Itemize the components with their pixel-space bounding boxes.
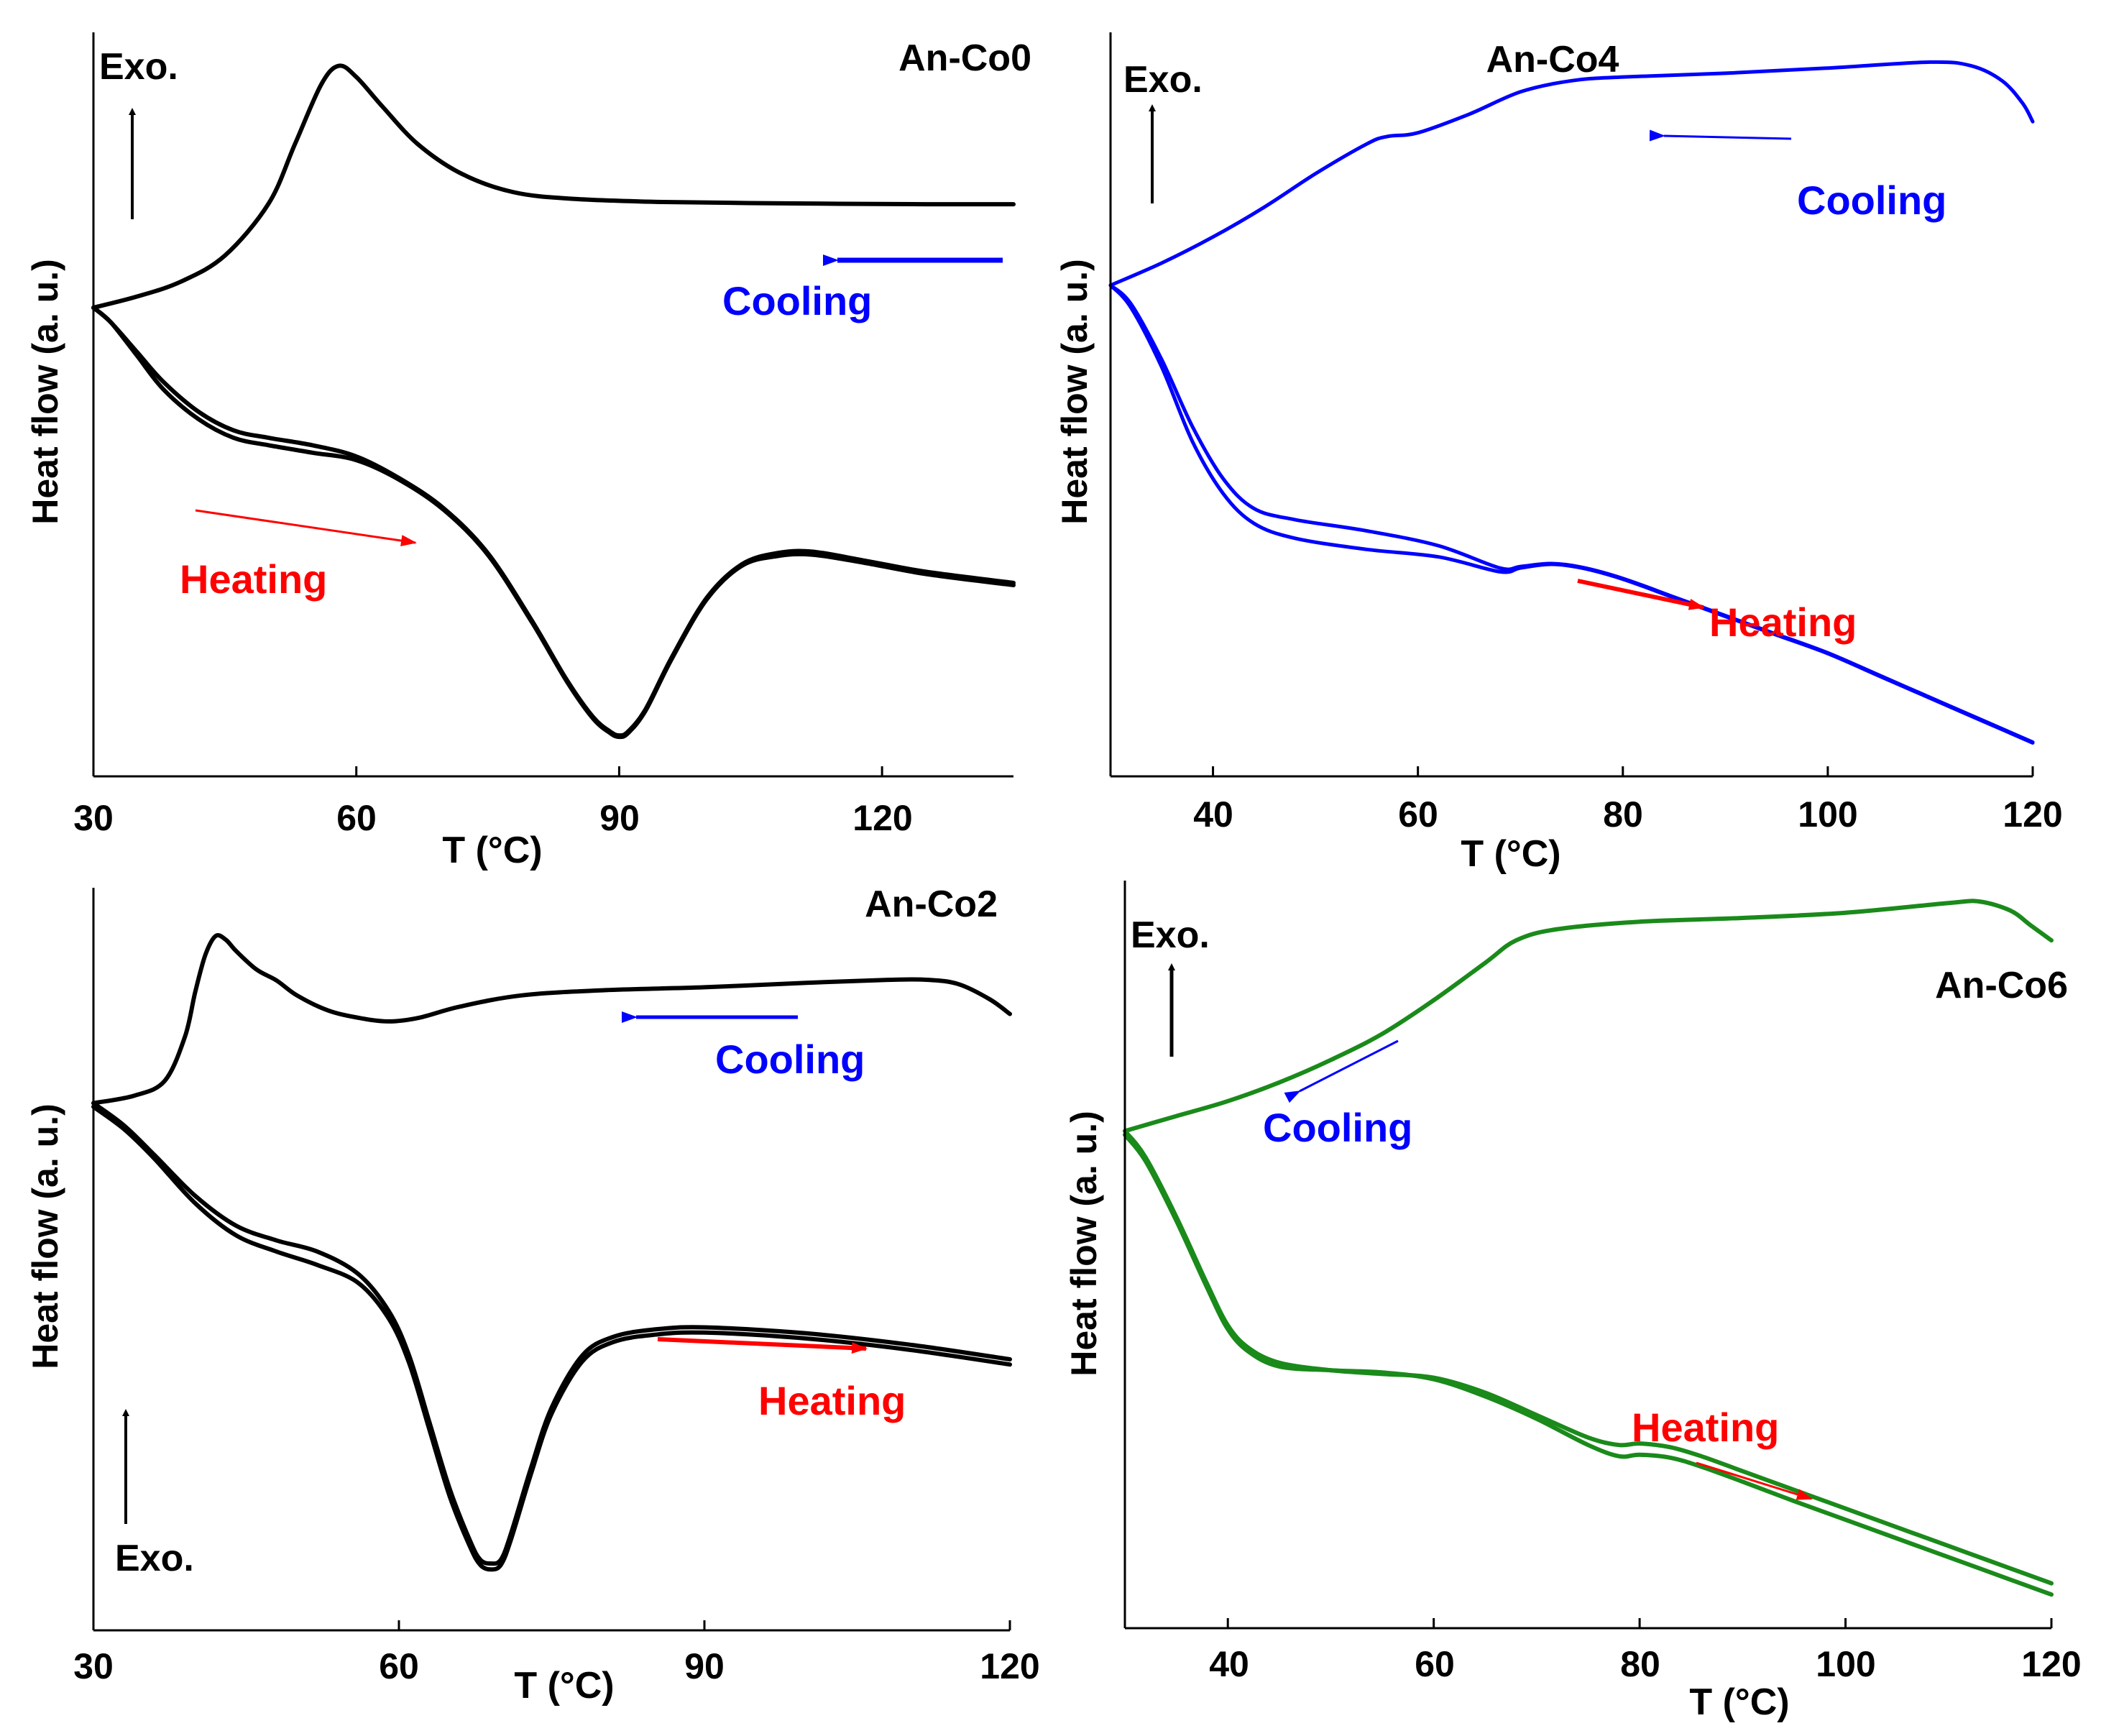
heating-arrow (195, 509, 417, 547)
x-axis-label: T (°C) (514, 1665, 614, 1707)
heating-curve-1 (91, 1101, 1012, 1566)
x-tick-label: 80 (1620, 1644, 1660, 1684)
heating-label: Heating (1632, 1405, 1779, 1450)
heating-label: Heating (180, 556, 327, 602)
cooling-label: Cooling (1263, 1105, 1412, 1150)
heating-curve-1 (1123, 1129, 2054, 1586)
x-tick-label: 120 (2003, 794, 2062, 835)
cooling-label: Cooling (722, 278, 872, 323)
heating-curve-2 (1108, 283, 2035, 744)
exo-label: Exo. (1131, 914, 1210, 956)
heating-label: Heating (1709, 600, 1857, 645)
x-tick-label: 60 (379, 1646, 419, 1686)
x-tick-label: 40 (1209, 1644, 1249, 1684)
x-tick-label: 30 (73, 1646, 114, 1686)
heating-curve-2 (91, 306, 1016, 740)
exo-label: Exo. (115, 1538, 194, 1579)
x-tick-label: 60 (1415, 1644, 1455, 1684)
x-tick-label: 120 (980, 1646, 1039, 1686)
x-tick-label: 100 (1816, 1644, 1875, 1684)
x-tick-label: 60 (1398, 794, 1438, 835)
cooling-curve (1108, 60, 2035, 288)
heating-arrow (1577, 579, 1705, 610)
cooling-curve (91, 933, 1012, 1106)
cooling-arrow (1649, 129, 1792, 142)
heating-curve-2 (91, 1104, 1012, 1572)
x-axis-label: T (°C) (1689, 1681, 1789, 1723)
x-tick-labels: 30 60 90 120 (73, 798, 913, 838)
y-axis-label: Heat flow (a. u.) (1054, 259, 1095, 524)
heating-label: Heating (758, 1378, 906, 1423)
panel-title: An-Co6 (1935, 965, 2068, 1006)
heating-curve-2 (1123, 1132, 2054, 1597)
y-axis-label: Heat flow (a. u.) (25, 259, 65, 524)
cooling-curve (91, 63, 1016, 310)
x-axis-label: T (°C) (442, 830, 542, 871)
cooling-label: Cooling (1797, 178, 1946, 223)
cooling-arrow (1284, 1039, 1399, 1103)
panel-an-co2: An-Co2 Heat flow (a. u.) T (°C) 30 60 90… (25, 883, 1040, 1707)
y-axis-label: Heat flow (a. u.) (25, 1103, 65, 1369)
x-tick-label: 80 (1603, 794, 1643, 835)
x-tick-label: 60 (336, 798, 377, 838)
cooling-curve (1123, 899, 2054, 1134)
exo-label: Exo. (99, 46, 178, 88)
x-tick-labels: 40 60 80 100 120 (1209, 1644, 2082, 1684)
x-tick-label: 40 (1193, 794, 1233, 835)
x-tick-label: 100 (1798, 794, 1857, 835)
heating-curve-1 (1108, 283, 2035, 745)
heating-arrow (1696, 1461, 1813, 1500)
y-axis-label: Heat flow (a. u.) (1064, 1111, 1104, 1376)
x-tick-labels: 30 60 90 120 (73, 1646, 1040, 1686)
cooling-label: Cooling (715, 1037, 865, 1082)
panel-title: An-Co0 (898, 37, 1031, 79)
x-tick-label: 120 (852, 798, 912, 838)
x-tick-label: 90 (684, 1646, 725, 1686)
exo-label: Exo. (1123, 59, 1203, 101)
panel-title: An-Co4 (1486, 39, 1619, 81)
panel-an-co0: An-Co0 Heat flow (a. u.) T (°C) 30 60 90… (25, 32, 1031, 871)
heating-arrow (657, 1337, 868, 1354)
x-tick-label: 90 (599, 798, 640, 838)
heating-curve-1 (91, 306, 1016, 738)
x-axis-label: T (°C) (1461, 833, 1560, 875)
x-tick-label: 120 (2021, 1644, 2081, 1684)
x-tick-label: 30 (73, 798, 114, 838)
panel-an-co4: An-Co4 Heat flow (a. u.) T (°C) 40 60 80… (1054, 32, 2063, 875)
panel-an-co6: An-Co6 Heat flow (a. u.) T (°C) 40 60 80… (1064, 881, 2082, 1723)
panel-title: An-Co2 (865, 883, 998, 925)
x-tick-labels: 40 60 80 100 120 (1193, 794, 2063, 835)
